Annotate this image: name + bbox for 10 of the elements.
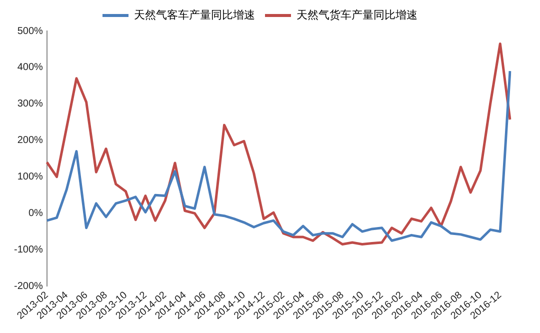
- y-tick-label: 200%: [17, 135, 44, 146]
- legend-label: 天然气货车产量同比增速: [296, 8, 418, 22]
- y-tick-label: 0%: [28, 208, 44, 220]
- y-tick-label: 400%: [17, 62, 44, 74]
- y-tick-label: -200%: [14, 280, 44, 292]
- y-tick-label: 500%: [17, 26, 44, 37]
- y-tick-label: 300%: [17, 98, 44, 110]
- y-tick-label: 100%: [17, 172, 44, 183]
- legend-label: 天然气客车产量同比增速: [134, 8, 255, 22]
- y-tick-label: -100%: [14, 244, 44, 256]
